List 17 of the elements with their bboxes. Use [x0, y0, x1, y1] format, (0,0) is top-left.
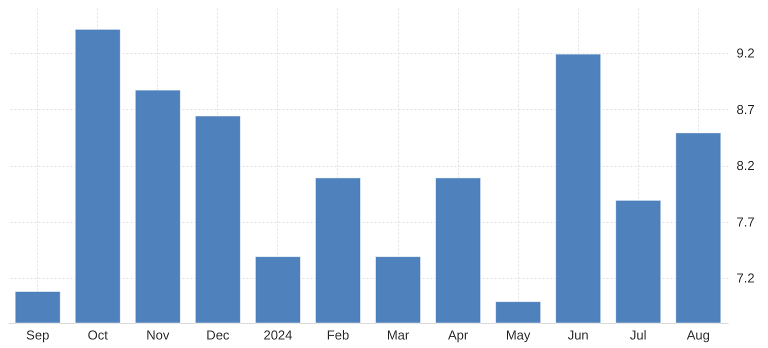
x-tick-label: Nov	[146, 328, 170, 342]
x-tick-label: 2024	[263, 328, 292, 342]
x-tick-label: Dec	[206, 328, 230, 342]
x-tick-label: Feb	[326, 328, 350, 342]
x-tick-label: Jul	[630, 328, 647, 342]
x-tick-label: Mar	[386, 328, 410, 342]
y-tick-label: 9.2	[736, 46, 755, 60]
y-tick-label: 8.7	[736, 102, 755, 117]
x-tick-label: Sep	[26, 328, 50, 342]
x-tick-label: Apr	[448, 328, 469, 342]
x-tick-label: Oct	[88, 328, 108, 342]
x-tick-label: Jun	[568, 328, 589, 342]
x-tick-label: May	[506, 328, 531, 342]
y-tick-label: 8.2	[736, 158, 755, 173]
y-tick-label: 7.7	[736, 214, 755, 230]
x-tick-label: Aug	[686, 328, 710, 342]
y-tick-label: 7.2	[736, 270, 755, 286]
